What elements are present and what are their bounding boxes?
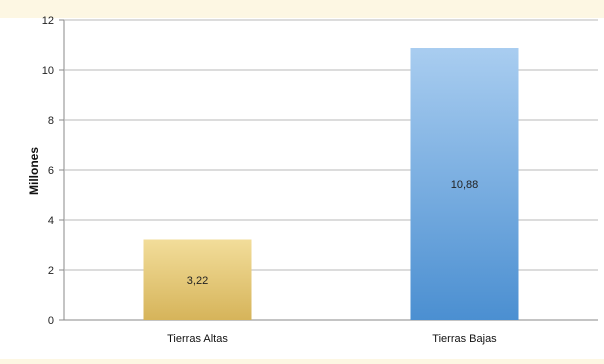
data-label-tierras-altas: 3,22: [187, 275, 208, 287]
y-axis-label: Millones: [27, 147, 41, 195]
x-tick-label-tierras-bajas: Tierras Bajas: [432, 333, 497, 345]
data-label-tierras-bajas: 10,88: [451, 179, 479, 191]
labels: 0 2 4 6 8 10 12 3,22 Tierras Altas 10,88 Tierras B…: [42, 15, 497, 345]
y-tick-label-12: 12: [42, 15, 54, 27]
bars: [143, 48, 519, 320]
bar-tierras-bajas: [410, 48, 519, 320]
y-tick-label-0: 0: [48, 315, 54, 327]
y-tick-label-2: 2: [48, 265, 54, 277]
y-tick-label-4: 4: [48, 215, 54, 227]
y-tick-label-6: 6: [48, 165, 54, 177]
x-tick-label-tierras-altas: Tierras Altas: [167, 333, 228, 345]
y-tick-label-8: 8: [48, 115, 54, 127]
y-tick-label-10: 10: [42, 65, 54, 77]
bar-tierras-altas: [143, 239, 252, 320]
